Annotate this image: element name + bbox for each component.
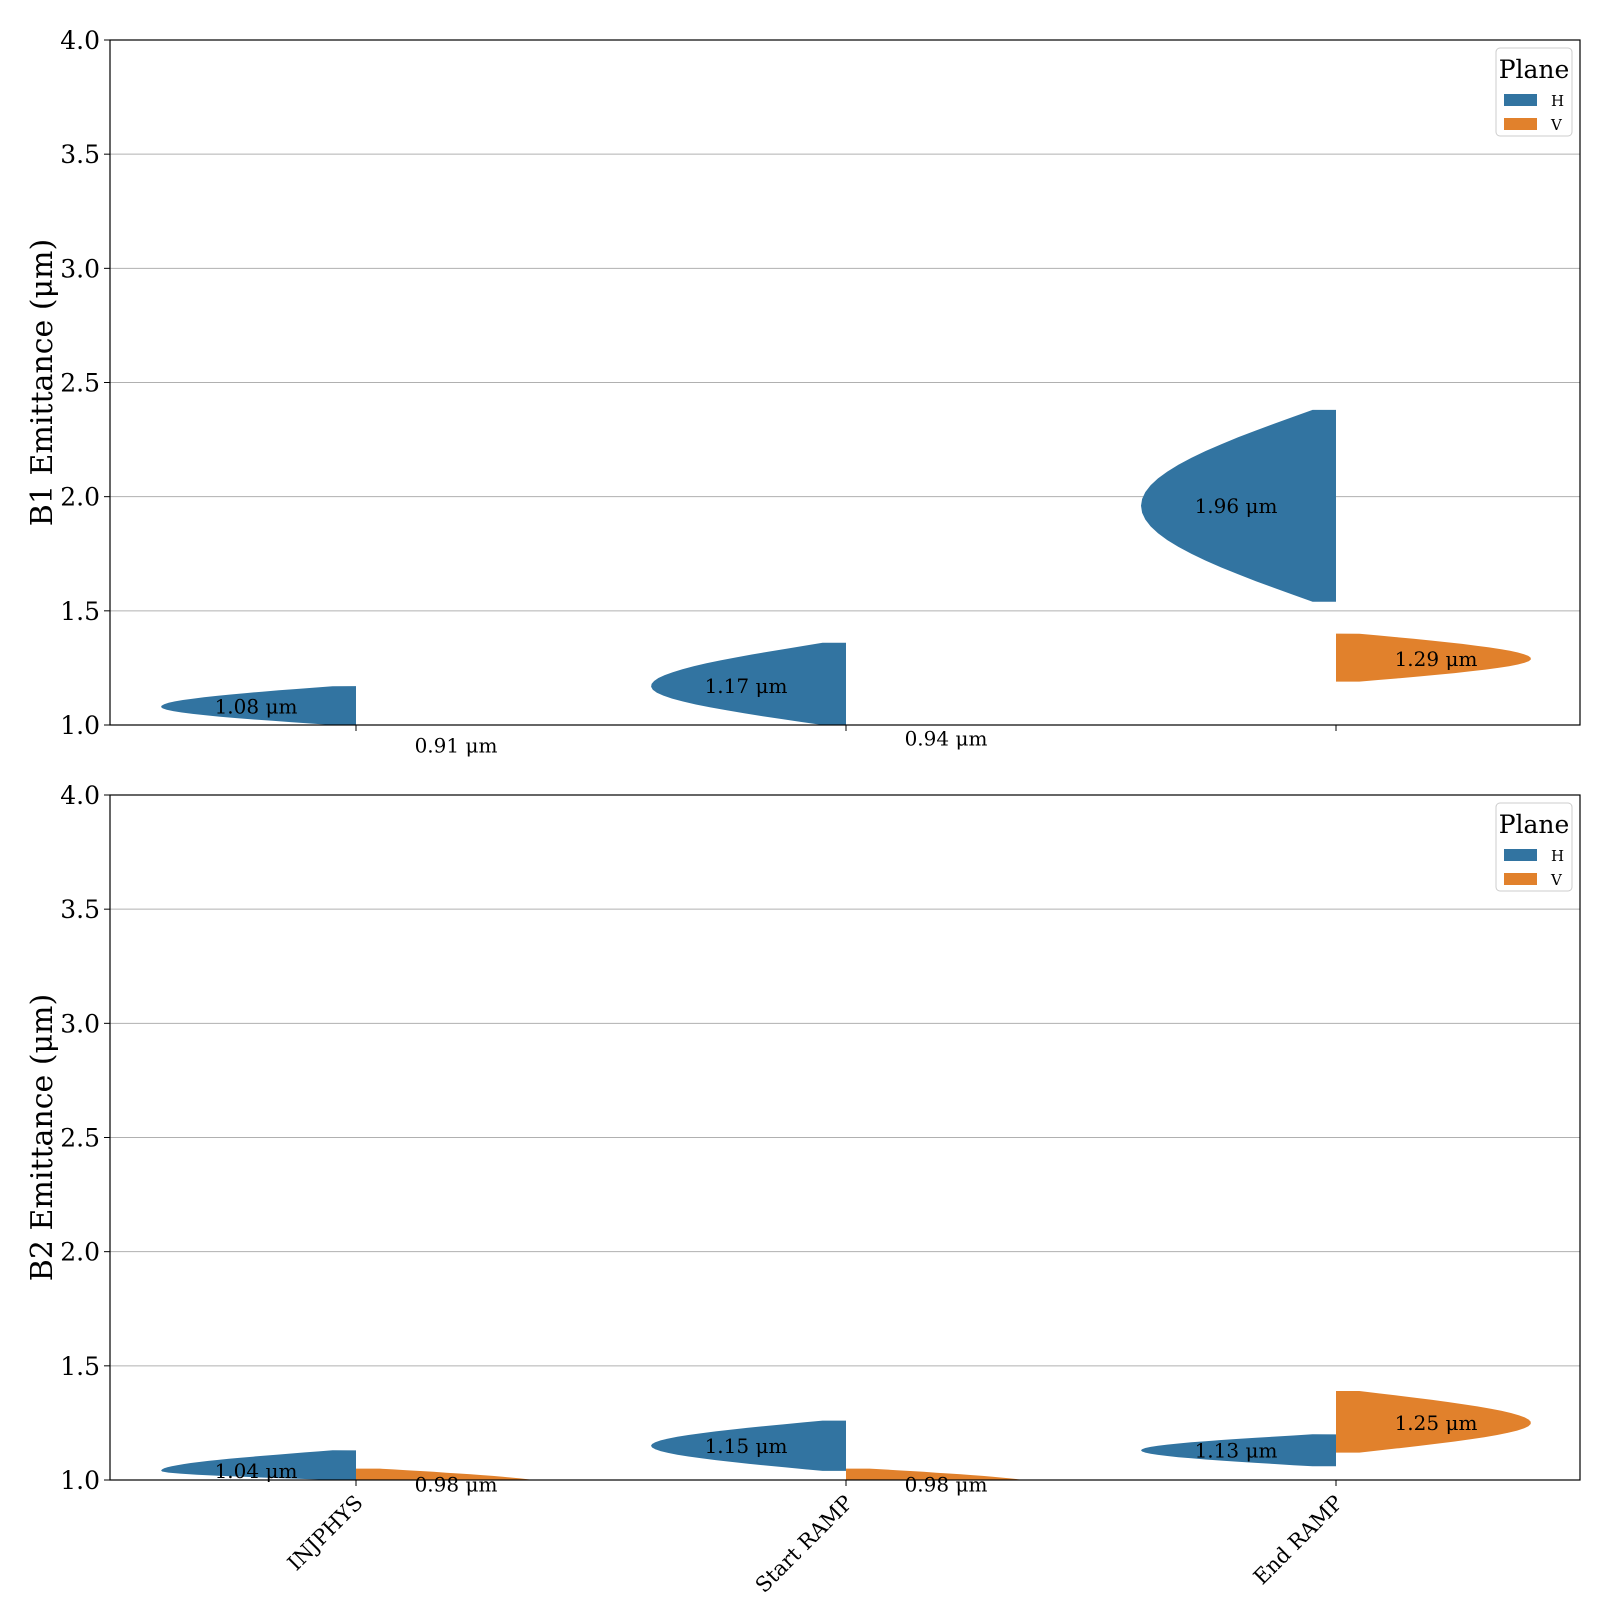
y-tick-label: 1.0	[60, 1466, 100, 1495]
y-tick-label: 3.5	[60, 895, 100, 924]
violin-v-2	[1336, 633, 1531, 682]
legend-box	[1495, 802, 1573, 892]
violin-v-2	[1336, 1390, 1531, 1453]
y-tick-label: 3.5	[60, 140, 100, 169]
y-tick-label: 3.0	[60, 254, 100, 283]
chart-panel-2: 1.0 1.5 2.0 2.5 3.0 3.5 4.0 1.04 μm 1.15 μm 1.13 …	[25, 781, 1581, 1598]
value-label-v-0: 0.98 μm	[415, 1473, 498, 1497]
value-label-v-1: 0.94 μm	[905, 727, 988, 751]
x-tick-label: INJPHYS	[283, 1491, 368, 1576]
y-tick-label: 1.0	[60, 711, 100, 740]
legend-swatch-v	[1504, 118, 1537, 130]
y-tick-label: 3.0	[60, 1009, 100, 1038]
y-tick-label: 1.5	[60, 597, 100, 626]
chart-panel-1: 1.0 1.5 2.0 2.5 3.0 3.5 4.0 1.08 μm 1.17 μm 1.96 …	[25, 26, 1581, 758]
plot-frame	[109, 39, 1581, 726]
violin-h-0	[161, 1450, 356, 1480]
legend-label-h: H	[1551, 847, 1564, 865]
violin-h-2	[1141, 1434, 1336, 1467]
legend: Plane HV	[1495, 802, 1573, 892]
violin-h-1	[651, 1420, 846, 1471]
value-label-h-2: 1.96 μm	[1195, 494, 1278, 518]
violins	[161, 1390, 1531, 1480]
y-tick-label: 4.0	[60, 26, 100, 55]
y-axis-label: B2 Emittance (μm)	[25, 994, 60, 1281]
y-tick-label: 4.0	[60, 781, 100, 810]
legend: Plane HV	[1495, 47, 1573, 137]
value-label-v-2: 1.29 μm	[1395, 647, 1478, 671]
value-label-v-0: 0.91 μm	[415, 734, 498, 758]
legend-title: Plane	[1499, 810, 1570, 839]
value-label-v-2: 1.25 μm	[1395, 1411, 1478, 1435]
violin-h-0	[161, 686, 356, 725]
legend-label-h: H	[1551, 92, 1564, 110]
y-tick-label: 2.5	[60, 369, 100, 398]
value-label-h-1: 1.17 μm	[705, 674, 788, 698]
legend-swatch-h	[1504, 849, 1537, 861]
violins	[161, 409, 1531, 725]
legend-swatch-h	[1504, 94, 1537, 106]
violin-v-1	[846, 1468, 1024, 1480]
y-tick-label: 2.0	[60, 1238, 100, 1267]
x-tick-label: End RAMP	[1249, 1491, 1348, 1590]
x-tick-label: Start RAMP	[751, 1491, 858, 1598]
violin-v-0	[356, 1468, 534, 1480]
legend-box	[1495, 47, 1573, 137]
value-label-h-0: 1.08 μm	[215, 695, 298, 719]
value-label-h-0: 1.04 μm	[215, 1459, 298, 1483]
y-tick-label: 2.5	[60, 1124, 100, 1153]
legend-label-v: V	[1550, 116, 1563, 134]
value-label-h-2: 1.13 μm	[1195, 1438, 1278, 1462]
y-tick-label: 2.0	[60, 483, 100, 512]
legend-title: Plane	[1499, 55, 1570, 84]
plot-frame	[109, 794, 1581, 1481]
legend-swatch-v	[1504, 873, 1537, 885]
value-label-v-1: 0.98 μm	[905, 1473, 988, 1497]
legend-label-v: V	[1550, 871, 1563, 889]
violin-h-1	[651, 642, 846, 725]
violin-h-2	[1141, 409, 1336, 602]
y-tick-label: 1.5	[60, 1352, 100, 1381]
y-axis-label: B1 Emittance (μm)	[25, 239, 60, 526]
value-label-h-1: 1.15 μm	[705, 1434, 788, 1458]
